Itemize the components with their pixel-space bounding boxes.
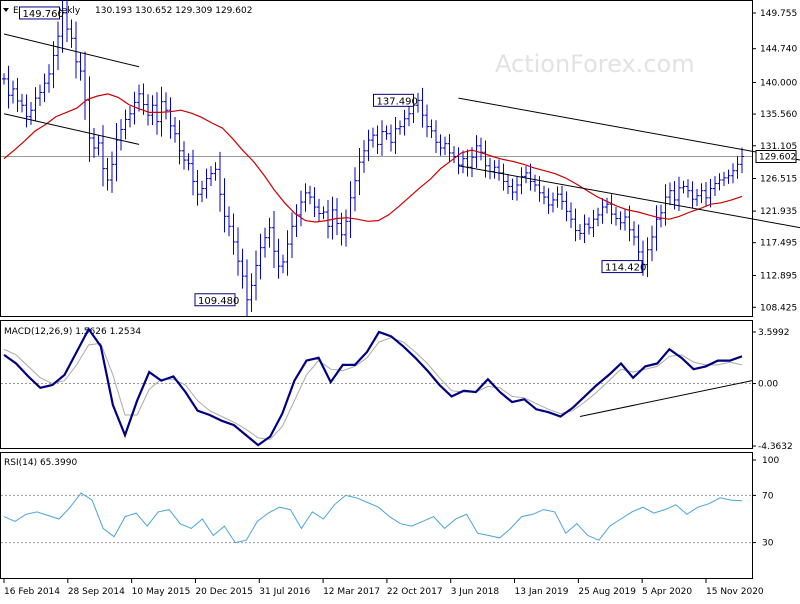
macd-panel-frame [1,321,753,449]
x-tick-label: 10 May 2015 [132,587,191,597]
x-tick-label: 28 Sep 2014 [68,587,125,597]
price-annotation-label: 137.490 [377,96,418,107]
x-tick-label: 25 Aug 2019 [578,587,636,597]
macd-y-tick-label: 3.5992 [758,328,790,338]
rsi-y-tick-label: 30 [762,539,774,549]
rsi-panel-frame [1,453,753,579]
price-y-tick-label: 140.000 [760,78,797,88]
price-y-tick-label: 149.755 [760,9,797,19]
x-tick-label: 15 Nov 2020 [706,587,764,597]
rsi-y-tick-label: 70 [762,491,774,501]
macd-title: MACD(12,26,9) 1.5626 1.2534 [4,327,141,337]
rsi-y-tick-label: 100 [762,456,779,466]
price-y-tick-label: 117.495 [760,239,797,249]
x-tick-label: 13 Jan 2019 [515,587,569,597]
price-y-tick-label: 135.560 [760,110,797,120]
x-tick-label: 5 Apr 2020 [642,587,692,597]
current-price-label: 129.602 [759,152,796,162]
price-y-tick-label: 144.740 [760,45,797,55]
x-tick-label: 16 Feb 2014 [4,587,60,597]
x-tick-label: 3 Jun 2018 [451,587,500,597]
price-annotation-label: 109.480 [198,296,239,307]
x-tick-label: 31 Jul 2016 [259,587,310,597]
price-y-tick-label: 126.515 [760,174,797,184]
price-annotation-label: 149.760 [23,9,64,20]
x-tick-label: 20 Dec 2015 [195,587,253,597]
watermark: ActionForex.com [495,50,695,78]
rsi-title: RSI(14) 65.3990 [4,458,77,468]
macd-y-tick-label: 0.00 [758,380,778,390]
macd-y-tick-label: -4.3632 [758,442,793,452]
x-tick-label: 12 Mar 2017 [323,587,380,597]
chart-ohlc: 130.193 130.652 129.309 129.602 [95,6,252,16]
price-annotation-label: 114.420 [605,263,646,274]
price-y-tick-label: 112.895 [760,271,797,281]
x-tick-label: 22 Oct 2017 [387,587,443,597]
price-y-tick-label: 121.935 [760,207,797,217]
price-y-tick-label: 108.425 [760,303,797,313]
